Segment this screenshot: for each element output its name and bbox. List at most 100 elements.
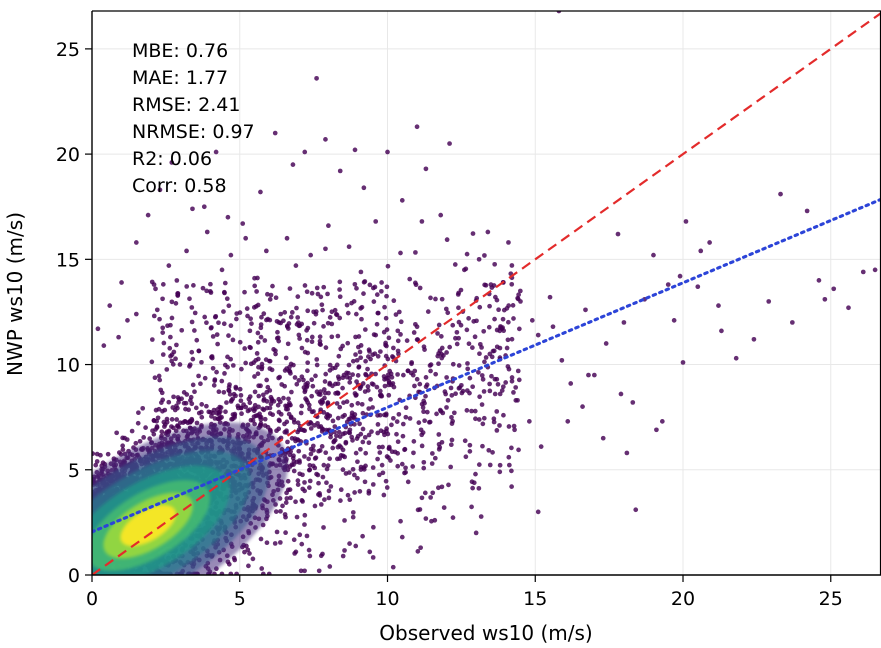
scatter-point: [375, 353, 381, 359]
scatter-point: [384, 428, 389, 434]
scatter-point: [651, 252, 656, 258]
scatter-point: [302, 480, 307, 485]
scatter-point: [274, 318, 280, 324]
scatter-point: [302, 454, 307, 459]
scatter-point: [199, 414, 205, 420]
scatter-point: [184, 248, 189, 254]
scatter-point: [324, 466, 330, 472]
scatter-point: [256, 383, 261, 389]
scatter-point: [277, 540, 283, 545]
scatter-point: [325, 320, 331, 326]
scatter-point: [137, 438, 143, 444]
scatter-point: [251, 408, 257, 414]
scatter-point: [421, 344, 427, 350]
scatter-point: [101, 343, 107, 348]
scatter-point: [395, 328, 401, 334]
scatter-point: [559, 357, 565, 363]
scatter-point: [355, 459, 360, 465]
scatter-point: [501, 307, 507, 313]
scatter-point: [300, 499, 305, 504]
scatter-point: [470, 345, 475, 350]
scatter-point: [228, 571, 234, 575]
scatter-point: [226, 303, 232, 309]
scatter-point: [247, 328, 253, 334]
scatter-point: [695, 284, 701, 290]
scatter-point: [199, 402, 205, 407]
scatter-point: [231, 391, 237, 397]
scatter-point: [506, 424, 512, 429]
scatter-point: [487, 462, 493, 468]
scatter-point: [436, 322, 442, 328]
scatter-point: [168, 334, 173, 340]
scatter-point: [380, 470, 386, 476]
scatter-point: [422, 418, 427, 424]
y-tick-label: 15: [56, 249, 80, 271]
scatter-point: [486, 324, 492, 330]
scatter-point: [480, 376, 486, 382]
scatter-point: [389, 449, 395, 455]
scatter-series: [92, 11, 878, 575]
scatter-point: [184, 284, 190, 289]
scatter-point: [182, 419, 188, 424]
scatter-point: [308, 426, 314, 431]
scatter-point: [316, 568, 322, 574]
scatter-point: [464, 327, 470, 333]
scatter-point: [198, 381, 203, 387]
scatter-point: [411, 330, 417, 335]
scatter-point: [264, 248, 269, 254]
scatter-point: [473, 530, 479, 536]
scatter-point: [278, 508, 283, 514]
scatter-point: [436, 361, 441, 367]
scatter-point: [318, 389, 323, 394]
scatter-point: [412, 368, 418, 374]
scatter-point: [373, 371, 378, 377]
scatter-point: [751, 336, 757, 342]
scatter-point: [297, 532, 303, 538]
scatter-point: [196, 373, 201, 379]
scatter-point: [295, 482, 301, 487]
scatter-point: [307, 462, 313, 468]
scatter-point: [353, 352, 358, 357]
scatter-point: [419, 219, 425, 224]
scatter-point: [345, 340, 351, 346]
scatter-point: [407, 276, 413, 282]
scatter-point: [509, 484, 514, 489]
scatter-point: [421, 409, 426, 415]
scatter-point: [338, 445, 344, 450]
scatter-point: [189, 349, 195, 355]
scatter-point: [166, 263, 172, 268]
scatter-point: [265, 291, 270, 297]
scatter-point: [263, 357, 269, 362]
scatter-point: [449, 414, 454, 420]
scatter-point: [226, 333, 231, 338]
scatter-point: [477, 351, 482, 357]
scatter-point: [332, 437, 338, 443]
scatter-point: [325, 415, 331, 421]
scatter-point: [194, 337, 200, 343]
scatter-point: [370, 405, 375, 410]
scatter-point: [224, 296, 230, 302]
scatter-point: [480, 443, 485, 449]
scatter-point: [93, 462, 99, 468]
scatter-point: [275, 329, 280, 335]
scatter-point: [321, 324, 326, 329]
scatter-point: [162, 407, 168, 413]
scatter-point: [325, 401, 331, 406]
scatter-point: [308, 252, 314, 258]
scatter-point: [374, 292, 380, 297]
scatter-point: [330, 418, 336, 424]
scatter-point: [240, 221, 246, 226]
scatter-point: [296, 448, 302, 454]
scatter-point: [245, 547, 251, 553]
scatter-point: [244, 306, 250, 311]
scatter-point: [165, 323, 170, 329]
scatter-point: [304, 337, 310, 343]
scatter-point: [323, 371, 329, 377]
metric-corr: Corr: 0.58: [132, 175, 227, 197]
scatter-point: [252, 402, 258, 408]
scatter-point: [321, 387, 327, 392]
scatter-point: [224, 400, 229, 405]
scatter-point: [310, 443, 316, 449]
scatter-point: [509, 336, 515, 342]
